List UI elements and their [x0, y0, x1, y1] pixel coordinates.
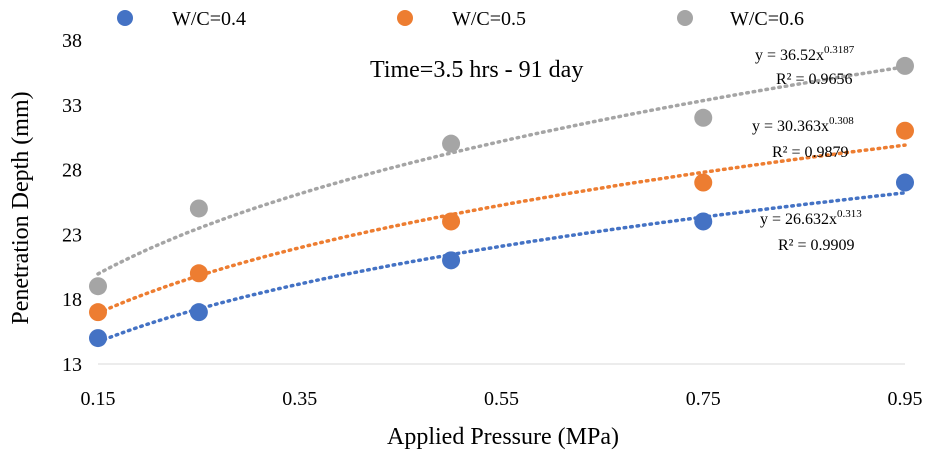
r2-wc06: R² = 0.9656: [776, 71, 853, 88]
equation-wc04-base: y = 26.632x: [760, 211, 837, 228]
data-point-series-2: [89, 277, 107, 296]
equation-wc06: y = 36.52x0.3187: [755, 44, 855, 64]
chart-title: Time=3.5 hrs - 91 day: [370, 57, 583, 83]
data-point-series-0: [694, 212, 713, 231]
equation-wc06-base: y = 36.52x: [755, 47, 824, 64]
equation-wc04-exponent: 0.313: [837, 208, 862, 220]
data-point-series-1: [442, 212, 461, 231]
r2-wc04: R² = 0.9909: [778, 237, 855, 254]
y-axis-ticks: 13 18 23 28 33 38: [62, 30, 82, 376]
y-axis-title: Penetration Depth (mm): [8, 91, 34, 324]
y-tick-label: 38: [62, 30, 82, 52]
x-tick-label: 0.95: [888, 388, 923, 410]
data-point-series-1: [694, 173, 713, 192]
equation-wc04: y = 26.632x0.313: [760, 208, 862, 228]
data-point-series-1: [189, 264, 208, 283]
y-tick-label: 18: [62, 289, 82, 311]
equation-wc05-exponent: 0.308: [829, 115, 854, 127]
x-axis-ticks: 0.15 0.35 0.55 0.75 0.95: [81, 388, 923, 410]
data-point-series-2: [694, 108, 713, 127]
data-point-series-0: [189, 303, 208, 322]
y-tick-label: 13: [62, 354, 82, 376]
equation-wc05-base: y = 30.363x: [752, 118, 829, 135]
legend-marker-wc06: [677, 10, 693, 26]
y-tick-label: 28: [62, 160, 82, 182]
data-point-series-0: [896, 173, 914, 192]
legend-marker-wc05: [397, 10, 413, 26]
legend-label-wc06: W/C=0.6: [730, 8, 804, 30]
data-point-series-2: [442, 134, 461, 153]
x-tick-label: 0.55: [484, 388, 519, 410]
data-point-series-2: [189, 199, 208, 218]
x-tick-label: 0.35: [282, 388, 317, 410]
trendline-labels: y = 36.52x0.3187 R² = 0.9656 y = 30.363x…: [752, 44, 862, 254]
x-tick-label: 0.15: [81, 388, 116, 410]
equation-wc06-exponent: 0.3187: [824, 44, 855, 56]
trendline-series-0: [96, 191, 907, 344]
data-point-series-0: [89, 329, 107, 348]
data-points: [89, 56, 914, 348]
y-tick-label: 33: [62, 95, 82, 117]
data-point-series-1: [896, 121, 914, 140]
trendlines: [96, 65, 907, 344]
data-point-series-0: [442, 251, 461, 270]
equation-wc05: y = 30.363x0.308: [752, 115, 854, 135]
x-axis-title: Applied Pressure (MPa): [387, 424, 619, 450]
legend-label-wc04: W/C=0.4: [172, 8, 246, 30]
data-point-series-2: [896, 56, 914, 75]
legend: W/C=0.4 W/C=0.5 W/C=0.6: [117, 8, 804, 30]
data-point-series-1: [89, 303, 107, 322]
legend-label-wc05: W/C=0.5: [452, 8, 526, 30]
trendline-series-1: [96, 143, 907, 315]
x-tick-label: 0.75: [686, 388, 721, 410]
y-tick-label: 23: [62, 224, 82, 246]
r2-wc05: R² = 0.9879: [772, 144, 849, 161]
legend-marker-wc04: [117, 10, 133, 26]
